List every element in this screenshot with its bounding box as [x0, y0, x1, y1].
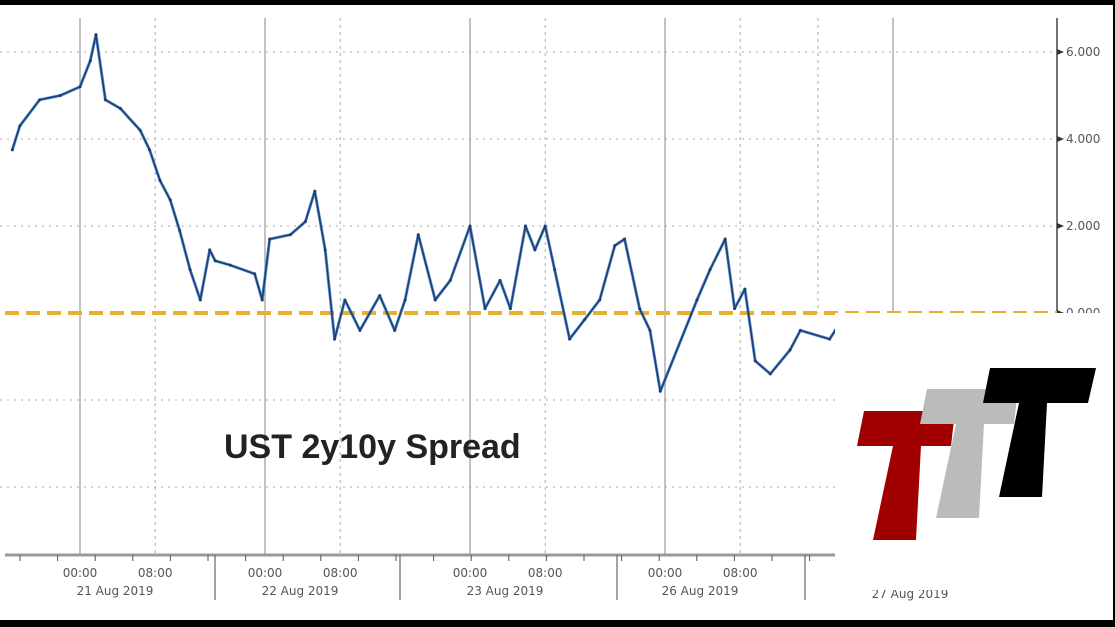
data-point — [358, 328, 362, 332]
x-day-label: 21 Aug 2019 — [77, 584, 154, 598]
x-tick-label: 00:00 — [648, 566, 683, 580]
data-point — [695, 298, 699, 302]
data-point — [598, 298, 602, 302]
data-point — [323, 248, 327, 252]
data-point — [403, 298, 407, 302]
data-point — [188, 268, 192, 271]
data-point — [708, 268, 712, 271]
x-tick-label: 08:00 — [723, 566, 758, 580]
data-point — [468, 224, 472, 228]
data-point — [498, 278, 502, 282]
data-point — [658, 389, 662, 393]
y-tick-label: 4.000 — [1066, 132, 1100, 146]
data-point — [198, 298, 202, 302]
data-point — [313, 189, 317, 193]
data-point — [88, 59, 92, 63]
data-point — [613, 244, 617, 248]
data-point — [10, 148, 14, 152]
data-point — [333, 337, 337, 341]
data-point — [743, 287, 747, 291]
data-point — [303, 220, 307, 224]
data-point — [260, 298, 264, 302]
data-point — [583, 318, 587, 322]
x-day-label: 23 Aug 2019 — [467, 584, 544, 598]
data-point — [433, 298, 437, 302]
data-point — [393, 328, 397, 332]
x-day-label: 27 Aug 2019 — [872, 587, 949, 601]
data-point — [723, 237, 727, 241]
data-point — [523, 224, 527, 228]
data-point — [228, 263, 232, 267]
data-point — [638, 307, 642, 311]
x-day-label: 26 Aug 2019 — [662, 584, 739, 598]
y-tick-label: 2.000 — [1066, 219, 1100, 233]
data-point — [138, 128, 142, 132]
x-tick-label: 08:00 — [323, 566, 358, 580]
data-point — [508, 307, 512, 311]
data-point — [648, 328, 652, 332]
data-point — [343, 298, 347, 302]
data-point — [533, 248, 537, 252]
logo-t-red — [857, 411, 955, 540]
data-point — [38, 98, 42, 102]
logo-t-black — [983, 368, 1096, 497]
chart-title: UST 2y10y Spread — [224, 428, 521, 466]
data-point — [568, 337, 572, 341]
data-point — [798, 328, 802, 332]
y-tick-mark — [1057, 49, 1064, 55]
x-tick-label: 00:00 — [453, 566, 488, 580]
data-point — [213, 259, 217, 263]
data-point — [94, 33, 98, 37]
data-point — [416, 233, 420, 237]
data-point — [788, 348, 792, 352]
data-point — [208, 248, 212, 252]
data-point — [288, 233, 292, 237]
data-point — [58, 94, 62, 97]
y-tick-mark — [1057, 136, 1064, 142]
data-point — [268, 237, 272, 241]
logo-t-gray — [920, 389, 1018, 518]
data-point — [18, 124, 22, 128]
x-tick-label: 08:00 — [528, 566, 563, 580]
x-tick-label: 00:00 — [63, 566, 98, 580]
data-point — [623, 237, 627, 241]
data-point — [178, 228, 182, 232]
data-point — [103, 98, 107, 102]
data-point — [253, 272, 257, 276]
data-point — [828, 337, 832, 341]
data-point — [753, 359, 757, 363]
y-tick-mark — [1057, 223, 1064, 229]
x-day-label: 22 Aug 2019 — [262, 584, 339, 598]
data-point — [448, 278, 452, 282]
logo — [835, 313, 1113, 590]
data-point — [768, 372, 772, 376]
data-point — [378, 294, 382, 298]
data-point — [733, 307, 737, 311]
x-tick-label: 00:00 — [248, 566, 283, 580]
series-line — [11, 33, 836, 393]
data-point — [148, 148, 152, 152]
data-point — [483, 307, 487, 311]
data-point — [158, 178, 162, 182]
ttt-logo-icon — [857, 368, 1096, 540]
data-point — [168, 198, 172, 202]
data-point — [543, 224, 547, 228]
data-point — [78, 85, 82, 89]
y-tick-label: 6.000 — [1066, 45, 1100, 59]
data-point — [553, 268, 557, 271]
x-tick-label: 08:00 — [138, 566, 173, 580]
data-point — [118, 107, 122, 111]
